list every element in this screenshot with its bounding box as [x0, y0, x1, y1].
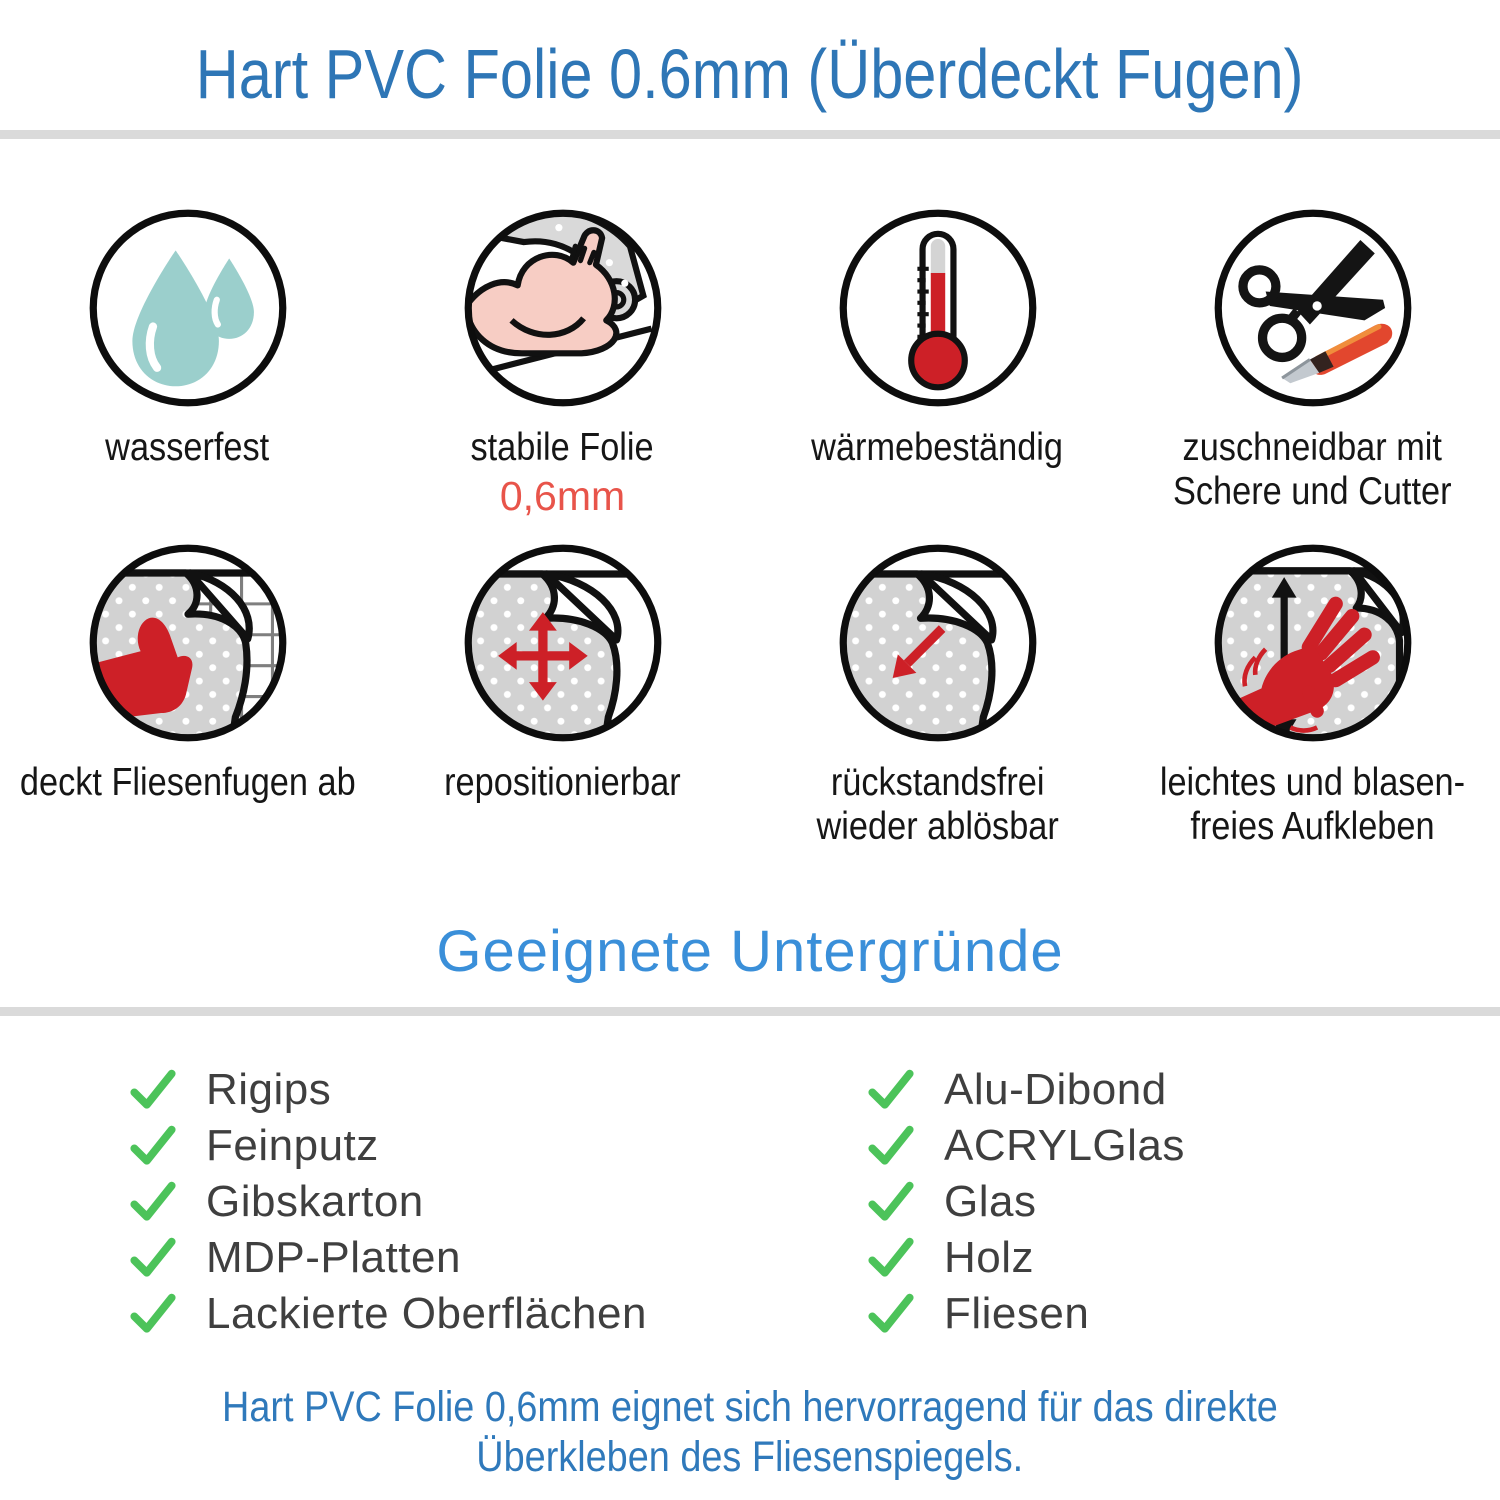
feature-caption: zuschneidbar mit Schere und Cutter — [1154, 426, 1471, 513]
feature-caption-line: rückstandsfrei — [830, 761, 1045, 804]
footer-line-2-text: Überkleben des Fliesenspiegels. — [476, 1433, 1024, 1482]
footer-line-2: Überkleben des Fliesenspiegels. — [0, 1432, 1500, 1482]
feature-caption: leichtes und blasen-freies Aufkleben — [1139, 761, 1486, 848]
page-title-text: Hart PVC Folie 0.6mm (Überdeckt Fugen) — [196, 35, 1304, 113]
hand-smoothing-foil-icon — [1214, 544, 1411, 742]
checkmark-icon — [130, 1181, 176, 1221]
feature-caption: wasserfest — [94, 426, 280, 470]
substrate-item: MDP-Platten — [128, 1230, 647, 1286]
substrate-item: Gibskarton — [128, 1174, 647, 1230]
substrate-label: Gibskarton — [206, 1177, 424, 1226]
footer-line-1-text: Hart PVC Folie 0,6mm eignet sich hervorr… — [222, 1383, 1278, 1431]
feature-stabile-folie: stabile Folie 0,6mm — [375, 205, 750, 520]
substrate-label: Alu-Dibond — [944, 1065, 1167, 1114]
feature-caption: rückstandsfrei wieder ablösbar — [800, 761, 1075, 848]
substrate-list-left: Rigips Feinputz Gibskarton MDP-Platten L… — [128, 1062, 647, 1342]
substrate-item: Rigips — [128, 1062, 647, 1118]
substrate-label: Feinputz — [206, 1121, 379, 1170]
feature-caption-line: wieder ablösbar — [816, 804, 1059, 848]
muscle-arm-foil-roll-icon — [464, 209, 661, 407]
checkmark-icon — [868, 1069, 914, 1109]
feature-row-1: wasserfest stabi — [0, 205, 1500, 520]
substrate-list-right: Alu-Dibond ACRYLGlas Glas Holz Fliesen — [866, 1062, 1185, 1342]
footer-line-1: Hart PVC Folie 0,6mm eignet sich hervorr… — [0, 1382, 1500, 1432]
substrate-item: Fliesen — [866, 1286, 1185, 1342]
thermometer-icon — [839, 209, 1036, 407]
divider-bar-top — [0, 130, 1500, 139]
footer-note: Hart PVC Folie 0,6mm eignet sich hervorr… — [0, 1382, 1500, 1483]
feature-caption: repositionierbar — [428, 761, 697, 805]
substrate-label: MDP-Platten — [206, 1233, 461, 1282]
checkmark-icon — [868, 1237, 914, 1277]
substrate-label: Glas — [944, 1177, 1037, 1226]
substrate-label: Lackierte Oberflächen — [206, 1289, 647, 1338]
checkmark-icon — [130, 1069, 176, 1109]
feature-caption-line: zuschneidbar mit — [1182, 426, 1443, 469]
move-arrows-foil-icon — [464, 544, 661, 742]
substrate-item: Alu-Dibond — [866, 1062, 1185, 1118]
substrate-item: Lackierte Oberflächen — [128, 1286, 647, 1342]
checkmark-icon — [130, 1125, 176, 1165]
feature-caption-line: Schere und Cutter — [1173, 469, 1452, 513]
checkmark-icon — [130, 1293, 176, 1333]
feature-caption: stabile Folie — [458, 426, 666, 470]
feature-repositionierbar: repositionierbar — [375, 540, 750, 848]
page-title: Hart PVC Folie 0.6mm (Überdeckt Fugen) — [0, 34, 1500, 114]
scissors-and-cutter-icon — [1214, 209, 1411, 407]
substrate-item: Feinputz — [128, 1118, 647, 1174]
feature-caption: deckt Fliesenfugen ab — [0, 761, 378, 805]
substrate-item: ACRYLGlas — [866, 1118, 1185, 1174]
feature-deckt-fliesenfugen: deckt Fliesenfugen ab — [0, 540, 375, 848]
feature-caption: wärmebeständig — [794, 426, 1080, 470]
water-drops-icon — [89, 209, 286, 407]
feature-wasserfest: wasserfest — [0, 205, 375, 520]
checkmark-icon — [868, 1125, 914, 1165]
feature-caption-line: repositionierbar — [444, 761, 681, 804]
substrate-label: ACRYLGlas — [944, 1121, 1185, 1170]
divider-bar-middle — [0, 1007, 1500, 1016]
feature-waermebestaendig: wärmebeständig — [750, 205, 1125, 520]
checkmark-icon — [130, 1237, 176, 1277]
substrate-label: Fliesen — [944, 1289, 1090, 1338]
feature-caption-line: leichtes und blasen- — [1159, 761, 1466, 804]
substrate-label: Holz — [944, 1233, 1035, 1282]
feature-caption-line: wasserfest — [105, 426, 270, 469]
feature-zuschneidbar: zuschneidbar mit Schere und Cutter — [1125, 205, 1500, 520]
thumbs-up-tile-foil-icon — [89, 544, 286, 742]
feature-rueckstandsfrei: rückstandsfrei wieder ablösbar — [750, 540, 1125, 848]
substrate-item: Glas — [866, 1174, 1185, 1230]
peel-arrow-foil-icon — [839, 544, 1036, 742]
feature-caption-line: wärmebeständig — [811, 426, 1064, 469]
section-heading-untergruende: Geeignete Untergründe — [436, 919, 1064, 984]
checkmark-icon — [868, 1293, 914, 1333]
feature-caption-sub: 0,6mm — [499, 472, 626, 519]
feature-row-2: deckt Fliesenfugen ab — [0, 540, 1500, 848]
substrate-item: Holz — [866, 1230, 1185, 1286]
feature-caption-line: deckt Fliesenfugen ab — [19, 761, 356, 804]
feature-caption-line: freies Aufkleben — [1190, 804, 1435, 848]
feature-leichtes-aufkleben: leichtes und blasen-freies Aufkleben — [1125, 540, 1500, 848]
substrate-label: Rigips — [206, 1065, 332, 1114]
checkmark-icon — [868, 1181, 914, 1221]
feature-caption-line: stabile Folie — [470, 426, 655, 469]
